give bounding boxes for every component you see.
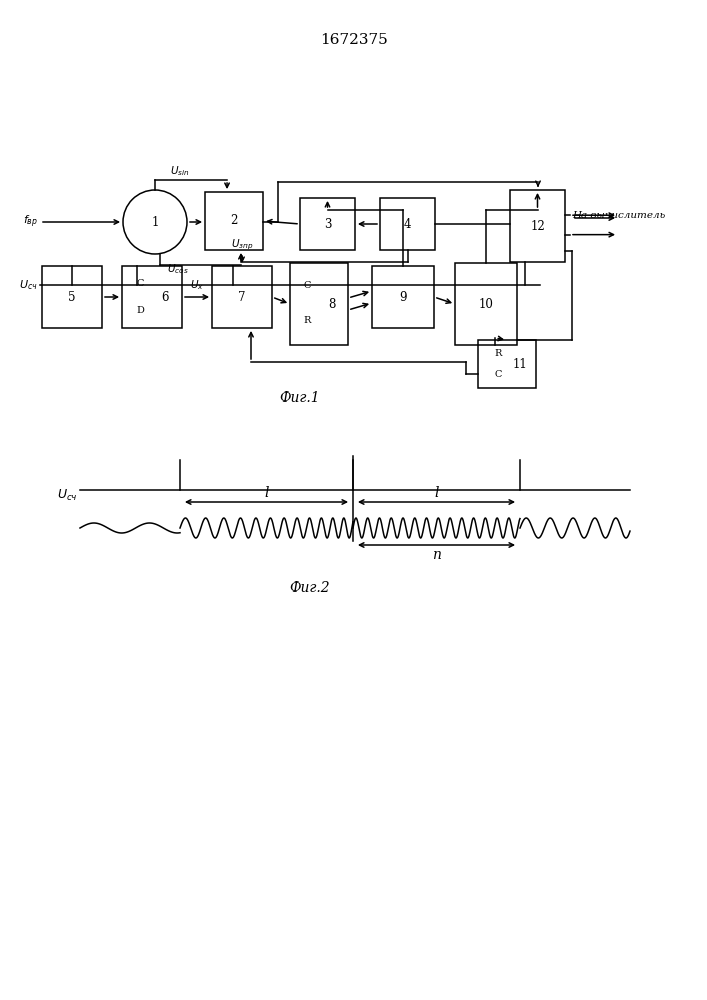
- Bar: [290, 263, 348, 345]
- Bar: [42, 266, 102, 328]
- Text: C: C: [304, 281, 311, 290]
- Text: l: l: [264, 486, 269, 500]
- Text: 8: 8: [328, 298, 335, 310]
- Text: D: D: [136, 306, 144, 315]
- Bar: [205, 192, 263, 250]
- Text: C: C: [495, 370, 502, 379]
- Text: 9: 9: [399, 291, 407, 304]
- Bar: [122, 266, 182, 328]
- Text: 5: 5: [69, 291, 76, 304]
- Text: 4: 4: [404, 218, 411, 231]
- Text: 1672375: 1672375: [320, 33, 387, 47]
- Text: $U_{сч}$: $U_{сч}$: [57, 487, 78, 503]
- Text: 11: 11: [513, 358, 527, 370]
- Text: 7: 7: [238, 291, 246, 304]
- Text: $U_{зпр}$: $U_{зпр}$: [230, 238, 253, 252]
- Text: На вычислитель: На вычислитель: [572, 211, 665, 220]
- Bar: [372, 266, 434, 328]
- Text: 12: 12: [530, 220, 545, 232]
- Bar: [380, 198, 435, 250]
- Bar: [212, 266, 272, 328]
- Bar: [478, 340, 536, 388]
- Text: l: l: [434, 486, 439, 500]
- Text: 6: 6: [161, 291, 169, 304]
- Text: C: C: [136, 279, 144, 288]
- Text: R: R: [495, 349, 502, 358]
- Text: 3: 3: [324, 218, 332, 231]
- Text: $U_{sin}$: $U_{sin}$: [170, 164, 189, 178]
- Text: 1: 1: [151, 216, 158, 229]
- Text: 2: 2: [230, 215, 238, 228]
- Text: 10: 10: [479, 298, 493, 310]
- Text: Фиг.2: Фиг.2: [290, 581, 330, 595]
- Bar: [300, 198, 355, 250]
- Text: $U_{cos}$: $U_{cos}$: [167, 262, 189, 276]
- Text: n: n: [432, 548, 441, 562]
- Text: $U_x$: $U_x$: [190, 278, 204, 292]
- Bar: [510, 190, 565, 262]
- Text: $U_{сч}$: $U_{сч}$: [19, 278, 38, 292]
- Text: R: R: [304, 316, 311, 325]
- Text: $f_{вр}$: $f_{вр}$: [23, 214, 38, 230]
- Text: Фиг.1: Фиг.1: [280, 391, 320, 405]
- Bar: [455, 263, 517, 345]
